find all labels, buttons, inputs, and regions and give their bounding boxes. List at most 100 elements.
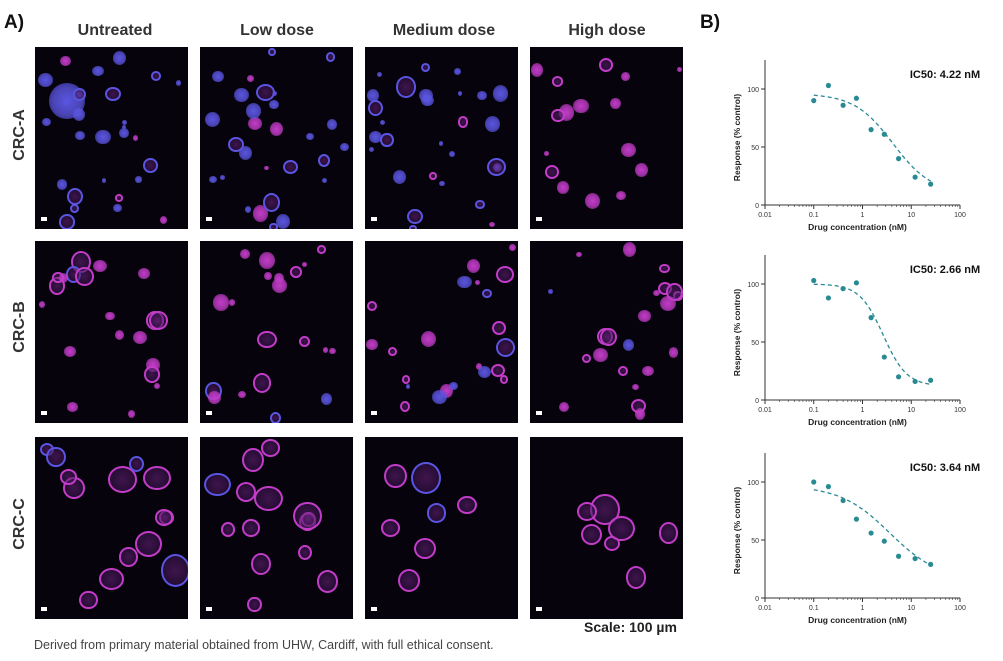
organoid <box>634 163 648 178</box>
data-point <box>928 561 934 567</box>
organoid <box>317 570 338 593</box>
organoid <box>204 472 231 497</box>
microscopy-image-crc-c-untreated <box>35 437 188 619</box>
organoid <box>134 531 162 558</box>
organoid <box>119 127 129 139</box>
organoid <box>160 216 168 225</box>
organoid <box>377 72 383 78</box>
organoid <box>490 363 505 377</box>
column-header-low-dose: Low dose <box>240 22 314 39</box>
scale-bar <box>536 411 542 415</box>
data-point <box>868 530 874 536</box>
x-tick-label: 0.1 <box>809 407 819 414</box>
organoid <box>251 552 271 575</box>
organoid <box>457 116 469 128</box>
y-tick-label: 100 <box>747 480 759 487</box>
y-tick-label: 50 <box>751 538 759 545</box>
scale-bar <box>41 217 47 221</box>
scale-bar <box>536 217 542 221</box>
organoid <box>252 372 272 393</box>
organoid <box>621 143 636 158</box>
data-point <box>825 295 832 301</box>
data-point <box>853 516 860 522</box>
organoid <box>320 393 332 406</box>
organoid <box>59 273 69 284</box>
organoid <box>426 503 447 523</box>
data-point <box>868 127 874 133</box>
organoid <box>253 485 283 512</box>
x-tick-label: 0.01 <box>758 605 772 612</box>
data-point <box>811 98 817 104</box>
x-tick-label: 100 <box>954 605 966 612</box>
organoid <box>289 265 302 278</box>
organoid <box>208 390 221 404</box>
data-point <box>840 102 846 108</box>
scale-label: Scale: 100 µm <box>584 619 677 635</box>
data-point <box>853 280 860 286</box>
x-tick-label: 0.01 <box>758 407 772 414</box>
organoid <box>132 331 147 345</box>
organoid <box>132 135 139 142</box>
organoid <box>482 289 492 299</box>
microscopy-image-crc-b-low-dose <box>200 241 353 423</box>
scale-bar <box>206 217 212 221</box>
fit-curve <box>813 283 931 385</box>
organoid <box>544 165 559 179</box>
organoid <box>474 279 480 286</box>
organoid <box>148 311 168 331</box>
x-tick-label: 100 <box>954 407 966 414</box>
organoid <box>98 568 124 591</box>
organoid <box>204 111 221 128</box>
organoid <box>38 72 54 87</box>
organoid <box>154 382 160 389</box>
y-tick-label: 50 <box>751 145 759 152</box>
organoid <box>367 100 383 117</box>
organoid <box>457 275 472 289</box>
organoid <box>621 72 631 82</box>
organoid <box>105 86 122 102</box>
organoid <box>492 85 509 103</box>
organoid <box>245 102 262 119</box>
organoid <box>74 131 85 140</box>
organoid <box>573 99 589 113</box>
organoid <box>488 222 495 228</box>
data-point <box>895 156 902 162</box>
organoid <box>63 346 76 357</box>
data-point <box>811 479 817 485</box>
microscopy-image-crc-c-low-dose <box>200 437 353 619</box>
organoid <box>62 100 68 106</box>
organoid <box>213 293 229 311</box>
organoid <box>79 590 98 610</box>
organoid <box>270 122 284 137</box>
organoid <box>327 118 337 130</box>
organoid <box>228 299 236 306</box>
organoid <box>306 132 315 141</box>
y-axis-label: Response (% control) <box>732 94 742 182</box>
organoid <box>634 408 646 421</box>
x-tick-label: 10 <box>907 212 915 219</box>
organoid <box>393 169 407 184</box>
organoid <box>448 381 458 390</box>
data-point <box>825 484 832 490</box>
organoid <box>366 88 380 102</box>
organoid <box>659 263 670 274</box>
organoid <box>477 91 487 100</box>
organoid <box>558 401 570 413</box>
row-label-crc-b: CRC-B <box>11 301 28 353</box>
organoid <box>547 288 553 294</box>
scale-bar <box>41 607 47 611</box>
organoid <box>247 596 262 613</box>
organoid <box>112 203 122 213</box>
organoid <box>102 178 107 183</box>
data-point <box>811 277 817 284</box>
organoid <box>67 402 79 412</box>
organoid <box>264 271 272 281</box>
organoid <box>551 109 565 123</box>
microscopy-image-crc-c-high-dose <box>530 437 683 619</box>
organoid <box>625 566 647 590</box>
x-tick-label: 1 <box>861 407 865 414</box>
organoid <box>75 267 94 286</box>
data-point <box>928 181 934 187</box>
organoid <box>246 74 255 82</box>
organoid <box>617 365 628 377</box>
